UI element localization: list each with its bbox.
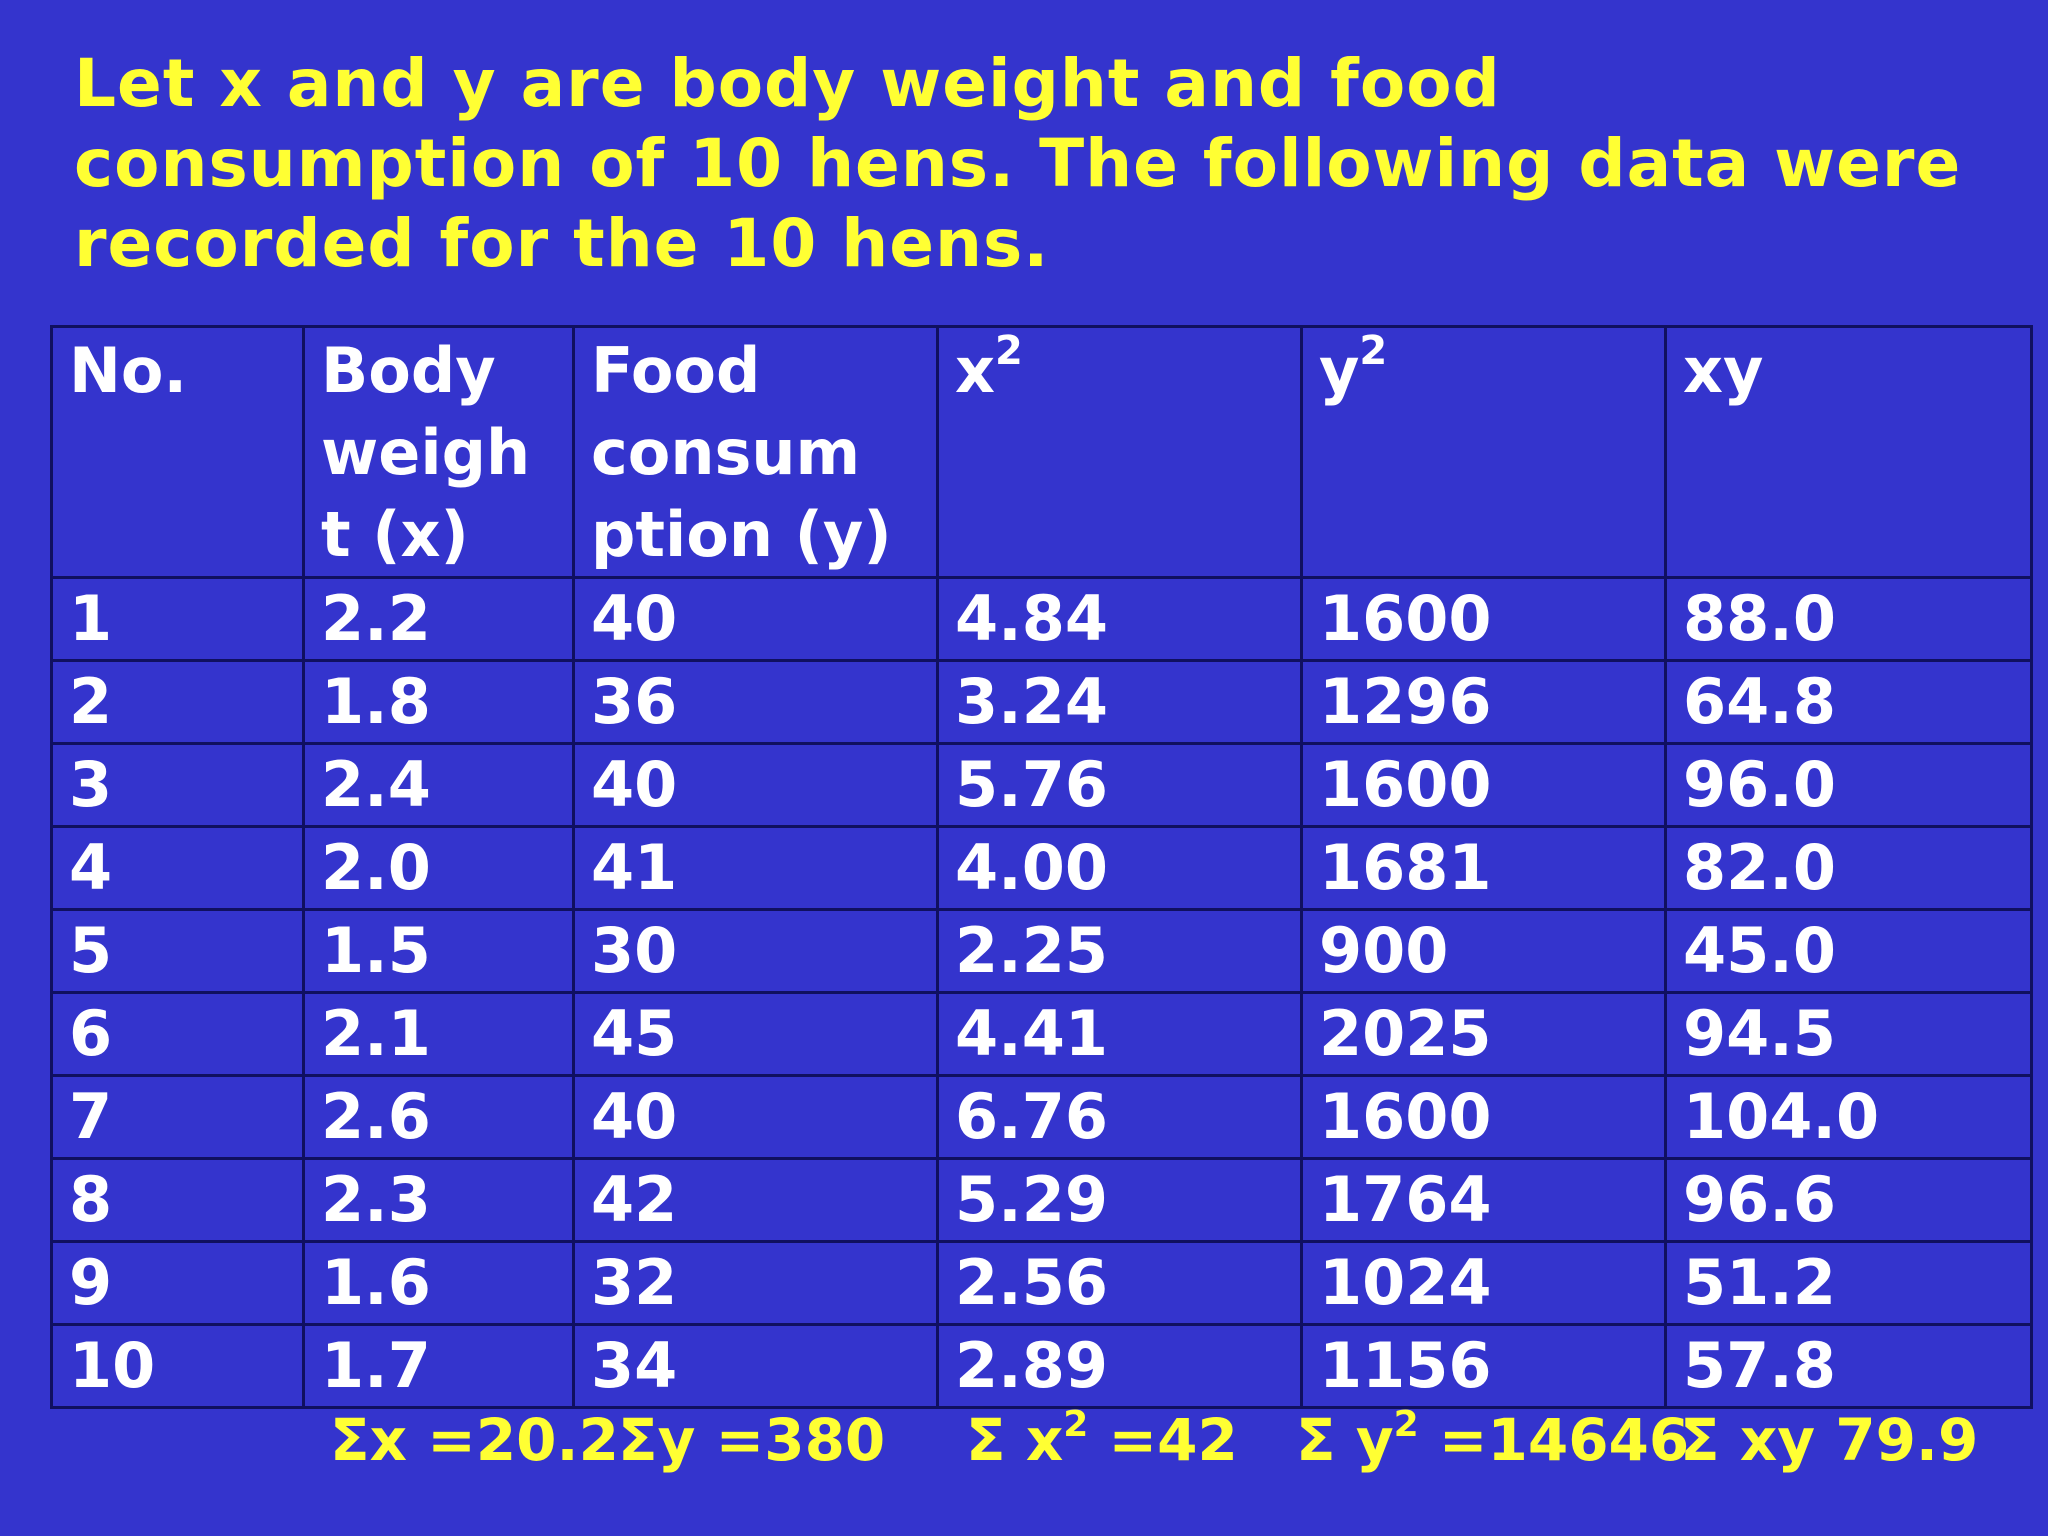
sum-x-squared: Σ x2 =42 (966, 1400, 1238, 1480)
table-body: 1 2.2 40 4.84 1600 88.0 2 1.8 36 3.24 1296 64.8 3 2.4… (50, 576, 2033, 1409)
sum-x: Σx =20.2 (330, 1406, 619, 1474)
table-row: 10 1.7 34 2.89 1156 57.8 (50, 1323, 2033, 1409)
cell-food-consumption: 42 (572, 1157, 939, 1243)
cell-no: 6 (50, 991, 305, 1077)
sum-y-squared: Σ y2 =14646 (1296, 1400, 1689, 1480)
header-y-squared-exponent: 2 (1359, 328, 1388, 374)
cell-body-weight: 2.0 (302, 825, 575, 911)
slide-title: Let x and y are body weight and food con… (74, 45, 1962, 282)
cell-xy: 51.2 (1664, 1240, 2033, 1326)
cell-body-weight: 2.4 (302, 742, 575, 828)
cell-no: 9 (50, 1240, 305, 1326)
cell-food-consumption: 32 (572, 1240, 939, 1326)
cell-food-consumption: 36 (572, 659, 939, 745)
cell-y-squared: 1024 (1300, 1240, 1667, 1326)
cell-food-consumption: 30 (572, 908, 939, 994)
cell-xy: 82.0 (1664, 825, 2033, 911)
cell-body-weight: 2.1 (302, 991, 575, 1077)
table-row: 9 1.6 32 2.56 1024 51.2 (50, 1240, 2033, 1326)
cell-no: 7 (50, 1074, 305, 1160)
header-y-squared-base: y (1319, 334, 1360, 407)
cell-no: 4 (50, 825, 305, 911)
cell-no: 3 (50, 742, 305, 828)
header-body-weight: Body weigh t (x) (302, 325, 575, 579)
cell-x-squared: 5.29 (936, 1157, 1303, 1243)
sums-row: Σx =20.2 Σy =380 Σ x2 =42 Σ y2 =14646 Σ … (0, 1400, 2048, 1480)
cell-body-weight: 2.6 (302, 1074, 575, 1160)
sum-xy: Σ xy 79.9 (1680, 1406, 1979, 1474)
cell-food-consumption: 34 (572, 1323, 939, 1409)
table-row: 3 2.4 40 5.76 1600 96.0 (50, 742, 2033, 828)
cell-x-squared: 2.25 (936, 908, 1303, 994)
cell-xy: 57.8 (1664, 1323, 2033, 1409)
cell-x-squared: 5.76 (936, 742, 1303, 828)
cell-y-squared: 1600 (1300, 576, 1667, 662)
cell-no: 5 (50, 908, 305, 994)
cell-x-squared: 6.76 (936, 1074, 1303, 1160)
cell-y-squared: 2025 (1300, 991, 1667, 1077)
cell-body-weight: 2.2 (302, 576, 575, 662)
table-row: 8 2.3 42 5.29 1764 96.6 (50, 1157, 2033, 1243)
cell-y-squared: 900 (1300, 908, 1667, 994)
cell-x-squared: 4.41 (936, 991, 1303, 1077)
table-row: 1 2.2 40 4.84 1600 88.0 (50, 576, 2033, 662)
cell-body-weight: 1.7 (302, 1323, 575, 1409)
cell-x-squared: 4.84 (936, 576, 1303, 662)
cell-no: 1 (50, 576, 305, 662)
cell-xy: 64.8 (1664, 659, 2033, 745)
cell-y-squared: 1600 (1300, 1074, 1667, 1160)
sum-y-squared-value: =14646 (1418, 1406, 1690, 1474)
table-row: 4 2.0 41 4.00 1681 82.0 (50, 825, 2033, 911)
cell-food-consumption: 40 (572, 742, 939, 828)
sum-y-squared-prefix: Σ y (1296, 1406, 1394, 1474)
cell-x-squared: 2.56 (936, 1240, 1303, 1326)
cell-no: 2 (50, 659, 305, 745)
header-x-squared: x2 (936, 325, 1303, 579)
cell-xy: 96.6 (1664, 1157, 2033, 1243)
cell-no: 10 (50, 1323, 305, 1409)
cell-food-consumption: 40 (572, 576, 939, 662)
header-food-consumption: Food consum ption (y) (572, 325, 939, 579)
cell-y-squared: 1600 (1300, 742, 1667, 828)
cell-no: 8 (50, 1157, 305, 1243)
cell-y-squared: 1681 (1300, 825, 1667, 911)
table-row: 5 1.5 30 2.25 900 45.0 (50, 908, 2033, 994)
cell-body-weight: 1.5 (302, 908, 575, 994)
cell-food-consumption: 41 (572, 825, 939, 911)
cell-food-consumption: 40 (572, 1074, 939, 1160)
header-no: No. (50, 325, 305, 579)
table-row: 7 2.6 40 6.76 1600 104.0 (50, 1074, 2033, 1160)
sum-y-squared-exponent: 2 (1393, 1404, 1419, 1445)
table-row: 2 1.8 36 3.24 1296 64.8 (50, 659, 2033, 745)
cell-xy: 45.0 (1664, 908, 2033, 994)
sum-y: Σy =380 (618, 1406, 886, 1474)
sum-x-squared-value: =42 (1088, 1406, 1238, 1474)
data-table: No. Body weigh t (x) Food consum ption (… (50, 325, 2033, 1409)
header-x-squared-base: x (955, 334, 995, 407)
cell-body-weight: 2.3 (302, 1157, 575, 1243)
cell-xy: 88.0 (1664, 576, 2033, 662)
cell-x-squared: 2.89 (936, 1323, 1303, 1409)
cell-x-squared: 3.24 (936, 659, 1303, 745)
header-x-squared-exponent: 2 (995, 328, 1023, 374)
cell-body-weight: 1.6 (302, 1240, 575, 1326)
cell-xy: 104.0 (1664, 1074, 2033, 1160)
cell-xy: 94.5 (1664, 991, 2033, 1077)
sum-x-squared-prefix: Σ x (966, 1406, 1064, 1474)
cell-xy: 96.0 (1664, 742, 2033, 828)
cell-y-squared: 1156 (1300, 1323, 1667, 1409)
cell-food-consumption: 45 (572, 991, 939, 1077)
sum-x-squared-exponent: 2 (1063, 1404, 1089, 1445)
header-xy: xy (1664, 325, 2033, 579)
cell-y-squared: 1764 (1300, 1157, 1667, 1243)
cell-y-squared: 1296 (1300, 659, 1667, 745)
table-header-row: No. Body weigh t (x) Food consum ption (… (50, 325, 2033, 579)
header-y-squared: y2 (1300, 325, 1667, 579)
cell-x-squared: 4.00 (936, 825, 1303, 911)
cell-body-weight: 1.8 (302, 659, 575, 745)
table-row: 6 2.1 45 4.41 2025 94.5 (50, 991, 2033, 1077)
